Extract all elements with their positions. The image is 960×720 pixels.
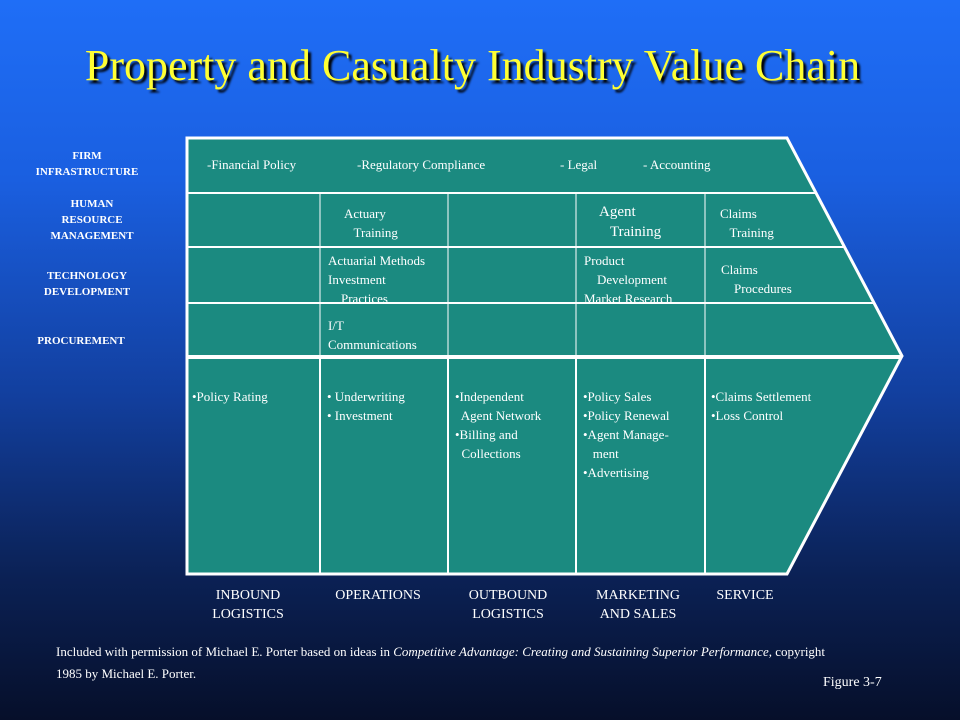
tech-actuarial-methods: Actuarial Methods Investment Practices <box>328 253 426 306</box>
primary-outbound-content: •Independent Agent Network •Billing and … <box>455 389 542 461</box>
label-human-resource-management: HUMAN RESOURCE MANAGEMENT <box>50 198 134 242</box>
activity-inbound-logistics: INBOUND LOGISTICS <box>212 588 284 622</box>
hrm-actuary-training: Actuary Training <box>344 206 398 240</box>
infra-accounting: - Accounting <box>643 157 711 172</box>
tech-product-development: Product Development Market Research <box>584 253 673 306</box>
primary-service-content: •Claims Settlement •Loss Control <box>711 389 812 423</box>
label-technology-development: TECHNOLOGY DEVELOPMENT <box>43 270 131 298</box>
activity-operations: OPERATIONS <box>335 588 421 603</box>
permission-credit: Included with permission of Michael E. P… <box>56 641 836 685</box>
label-procurement: PROCUREMENT <box>37 335 125 347</box>
primary-marketing-content: •Policy Sales •Policy Renewal •Agent Man… <box>583 389 670 480</box>
proc-it-communications: I/T Communications <box>328 318 417 352</box>
activity-marketing-and-sales: MARKETING AND SALES <box>596 588 680 622</box>
infra-financial-policy: -Financial Policy <box>207 157 297 172</box>
figure-label: Figure 3-7 <box>823 675 882 690</box>
primary-operations-content: • Underwriting • Investment <box>327 389 405 423</box>
tech-claims-procedures: Claims Procedures <box>721 262 792 296</box>
hrm-agent-training: Agent Training <box>599 204 662 240</box>
activity-service: SERVICE <box>716 588 774 603</box>
infra-regulatory-compliance: -Regulatory Compliance <box>357 157 486 172</box>
credit-book-title: Competitive Advantage: Creating and Sust… <box>393 644 772 659</box>
infra-legal: - Legal <box>560 157 598 172</box>
credit-text-part2: copyright 1985 by Michael E. Porter. <box>56 644 826 681</box>
label-firm-infrastructure: FIRM INFRASTRUCTURE <box>35 150 139 178</box>
activity-outbound-logistics: OUTBOUND LOGISTICS <box>468 588 548 622</box>
primary-inbound-content: •Policy Rating <box>192 389 268 404</box>
credit-text-part1: Included with permission of Michael E. P… <box>56 644 394 659</box>
hrm-claims-training: Claims Training <box>720 206 774 240</box>
page-title: Property and Casualty Industry Value Cha… <box>84 41 861 90</box>
